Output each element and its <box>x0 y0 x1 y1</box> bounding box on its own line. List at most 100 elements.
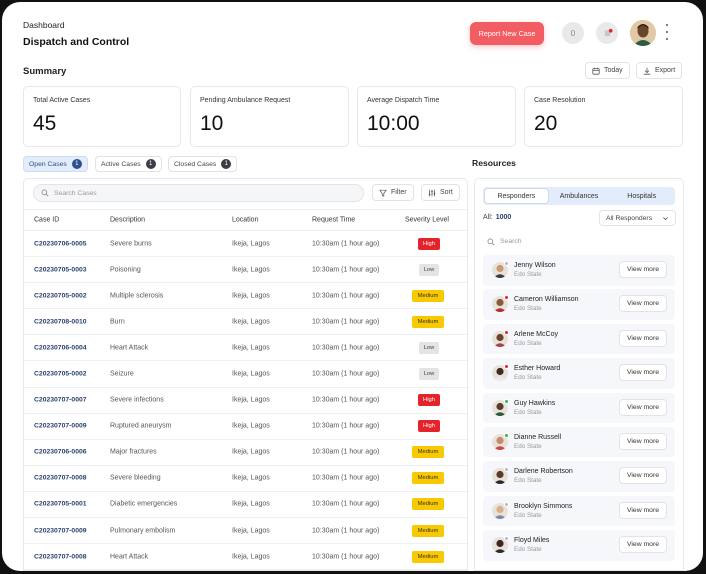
stat-card-pending-ambulance: Pending Ambulance Request 10 <box>190 86 349 147</box>
tab-responders[interactable]: Responders <box>485 189 548 203</box>
user-avatar[interactable] <box>630 20 656 46</box>
download-icon <box>643 67 651 75</box>
search-placeholder: Search Cases <box>54 189 97 197</box>
severity-badge: Medium <box>412 524 444 537</box>
table-row[interactable]: C20230705-0003 Poisoning Ikeja, Lagos 10:30… <box>24 257 467 284</box>
view-more-button[interactable]: View more <box>619 536 667 554</box>
case-id-link[interactable]: C20230706-0005 <box>34 240 87 248</box>
table-row[interactable]: C20230707-0008 Heart Attack Ikeja, Lagos 10… <box>24 544 467 570</box>
stat-value: 10 <box>200 112 224 135</box>
stat-value: 10:00 <box>367 112 420 135</box>
tab-ambulances[interactable]: Ambulances <box>559 192 599 200</box>
case-id-link[interactable]: C20230707-0008 <box>34 474 87 482</box>
case-id-link[interactable]: C20230707-0007 <box>34 396 87 404</box>
stat-card-case-resolution: Case Resolution 20 <box>524 86 683 147</box>
column-header[interactable]: Severity Level <box>405 216 449 224</box>
case-description: Poisoning <box>110 266 141 274</box>
sort-label: Sort <box>440 189 453 196</box>
responder-state: Edo State <box>514 305 542 313</box>
stat-value: 20 <box>534 112 558 135</box>
case-location: Ikeja, Lagos <box>232 344 270 352</box>
status-dot <box>504 295 509 301</box>
sort-button[interactable]: Sort <box>421 184 460 201</box>
stat-label: Total Active Cases <box>33 97 91 104</box>
filter-button[interactable]: Filter <box>372 184 414 201</box>
case-id-link[interactable]: C20230706-0004 <box>34 344 87 352</box>
case-id-link[interactable]: C20230705-0003 <box>34 266 87 274</box>
case-id-link[interactable]: C20230705-0001 <box>34 500 87 508</box>
case-request-time: 10:30am (1 hour ago) <box>312 527 380 535</box>
tab-closed-cases[interactable]: Closed Cases 1 <box>168 156 238 172</box>
table-row[interactable]: C20230705-0002 Seizure Ikeja, Lagos 10:30am… <box>24 361 467 388</box>
export-button[interactable]: Export <box>636 62 683 79</box>
column-header[interactable]: Description <box>110 216 146 224</box>
stat-value: 45 <box>33 112 57 135</box>
view-more-button[interactable]: View more <box>619 467 667 485</box>
report-new-case-button[interactable]: Report New Case <box>470 22 544 45</box>
case-request-time: 10:30am (1 hour ago) <box>312 370 380 378</box>
resource-search-input[interactable]: Search <box>483 233 675 250</box>
avatar <box>492 262 508 278</box>
table-row[interactable]: C20230707-0007 Severe infections Ikeja, La… <box>24 388 467 414</box>
table-row[interactable]: C20230708-0010 Burn Ikeja, Lagos 10:30am (1… <box>24 309 467 336</box>
all-label: All: <box>483 214 493 221</box>
bell-icon <box>604 28 613 36</box>
case-location: Ikeja, Lagos <box>232 448 270 456</box>
case-id-link[interactable]: C20230707-0008 <box>34 553 87 561</box>
alerts-button[interactable] <box>596 22 618 44</box>
table-row[interactable]: C20230707-0009 Pulmonary embolism Ikeja, L… <box>24 518 467 545</box>
severity-badge: Medium <box>412 289 444 302</box>
calendar-icon <box>592 67 600 75</box>
case-id-link[interactable]: C20230707-0009 <box>34 422 87 430</box>
view-more-button[interactable]: View more <box>619 432 667 450</box>
search-icon <box>487 238 495 245</box>
view-more-button[interactable]: View more <box>619 398 667 416</box>
table-row[interactable]: C20230705-0001 Diabetic emergencies Ikeja,… <box>24 492 467 519</box>
table-row[interactable]: C20230707-0009 Ruptured aneurysm Ikeja, La… <box>24 414 467 440</box>
responder-item: Darlene Robertson Edo State View more <box>483 461 675 492</box>
view-more-button[interactable]: View more <box>619 329 667 347</box>
search-icon <box>41 189 49 197</box>
table-row[interactable]: C20230706-0005 Severe burns Ikeja, Lagos 10… <box>24 231 467 258</box>
status-dot <box>504 329 509 335</box>
case-id-link[interactable]: C20230706-0006 <box>34 448 87 456</box>
view-more-button[interactable]: View more <box>619 261 667 278</box>
search-cases-input[interactable]: Search Cases <box>33 184 364 202</box>
avatar <box>492 468 508 485</box>
case-location: Ikeja, Lagos <box>232 240 270 248</box>
case-id-link[interactable]: C20230705-0002 <box>34 292 87 300</box>
tab-hospitals[interactable]: Hospitals <box>627 192 657 200</box>
case-description: Pulmonary embolism <box>110 527 176 535</box>
avatar <box>492 296 508 313</box>
more-options-icon[interactable] <box>664 24 670 40</box>
table-row[interactable]: C20230707-0008 Severe bleeding Ikeja, Lago… <box>24 466 467 492</box>
table-row[interactable]: C20230705-0002 Multiple sclerosis Ikeja, L… <box>24 283 467 310</box>
responder-state: Edo State <box>514 442 542 450</box>
column-header[interactable]: Case ID <box>34 216 60 224</box>
view-more-button[interactable]: View more <box>619 364 667 382</box>
table-body: C20230706-0005 Severe burns Ikeja, Lagos 10… <box>24 231 467 570</box>
responder-filter-select[interactable]: All Responders <box>599 210 676 226</box>
case-location: Ikeja, Lagos <box>232 500 270 508</box>
tab-active-cases[interactable]: Active Cases 1 <box>95 156 162 172</box>
column-header[interactable]: Request Time <box>312 216 356 224</box>
column-header[interactable]: Location <box>232 216 259 224</box>
case-id-link[interactable]: C20230707-0009 <box>34 527 87 535</box>
case-id-link[interactable]: C20230705-0002 <box>34 370 87 378</box>
avatar <box>492 365 508 382</box>
table-row[interactable]: C20230706-0004 Heart Attack Ikeja, Lagos 10… <box>24 335 467 362</box>
breadcrumb[interactable]: Dashboard <box>23 20 65 30</box>
notification-counter[interactable]: 0 <box>562 22 584 44</box>
responder-state: Edo State <box>514 374 542 382</box>
today-button[interactable]: Today <box>585 62 630 79</box>
responder-state: Edo State <box>514 408 542 416</box>
responder-item: Floyd Miles Edo State View more <box>483 530 675 561</box>
view-more-button[interactable]: View more <box>619 295 667 313</box>
chevron-down-icon <box>663 216 668 220</box>
view-more-button[interactable]: View more <box>619 501 667 519</box>
case-id-link[interactable]: C20230708-0010 <box>34 318 87 326</box>
case-description: Diabetic emergencies <box>110 500 178 508</box>
table-row[interactable]: C20230706-0006 Major fractures Ikeja, Lago… <box>24 440 467 466</box>
tab-open-cases[interactable]: Open Cases 1 <box>23 156 88 172</box>
status-dot <box>504 261 509 266</box>
